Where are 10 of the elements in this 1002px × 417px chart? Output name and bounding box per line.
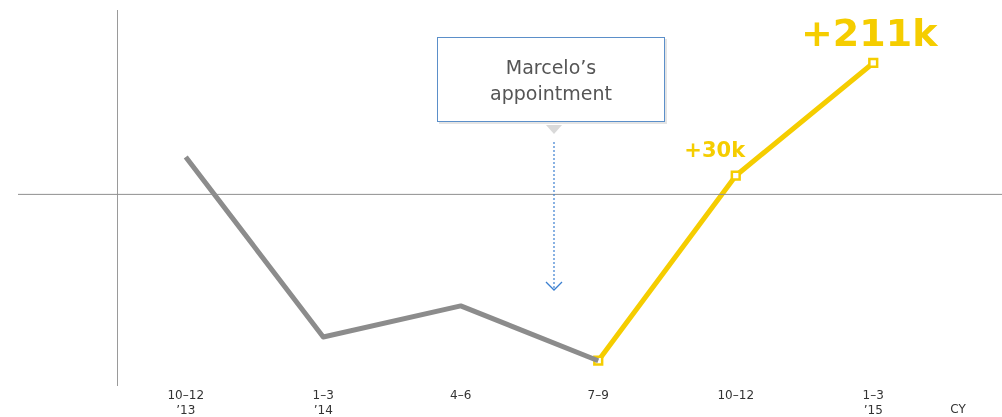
x-tick-label: 10–12 (717, 388, 755, 403)
x-tick-label: 1–3 ’15 (862, 388, 884, 417)
callout-box: Marcelo’s appointment (437, 37, 665, 122)
x-tick-label: 4–6 (450, 388, 472, 403)
x-axis-title: CY (950, 402, 967, 416)
data-label: +30k (684, 137, 747, 162)
data-label: +211k (801, 10, 939, 55)
x-tick-label: 10–12 ’13 (167, 388, 205, 417)
x-tick-label: 1–3 ’14 (312, 388, 334, 417)
x-tick-label: 7–9 (587, 388, 609, 403)
